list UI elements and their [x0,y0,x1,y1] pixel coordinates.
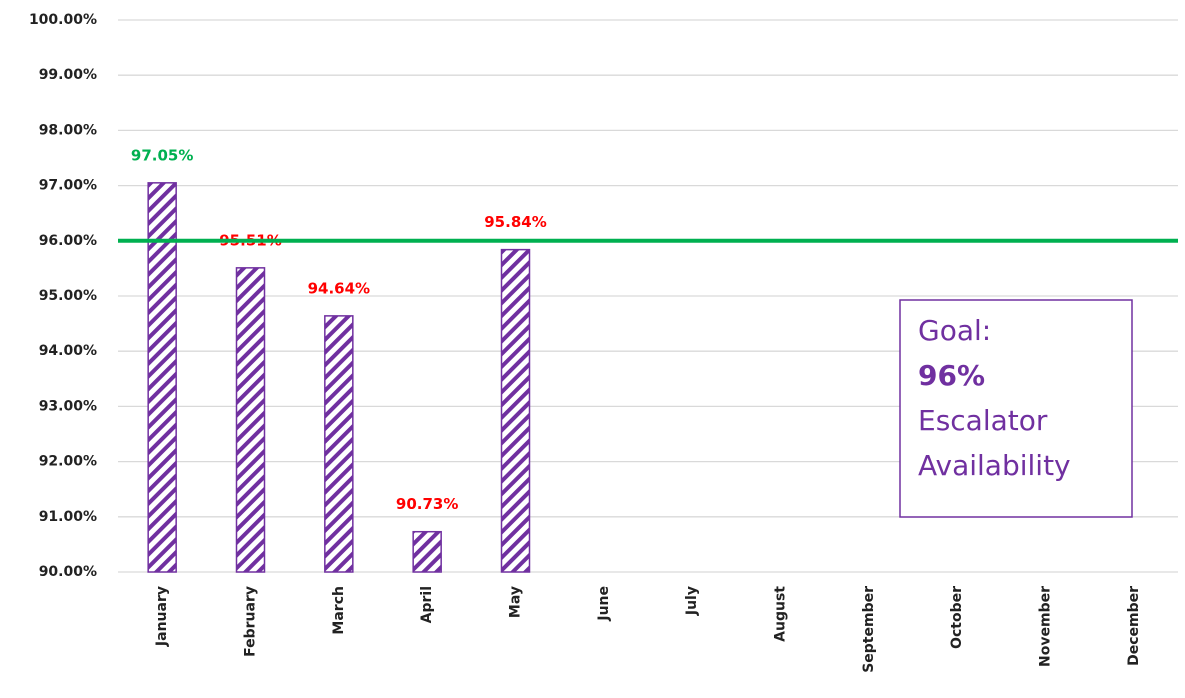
annotation-line: 96% [918,359,985,392]
annotation-line: Availability [918,449,1071,482]
x-tick-label: October [949,586,965,649]
value-label: 94.64% [308,279,370,297]
x-tick-label: December [1126,586,1142,666]
x-tick-label: July [684,586,700,616]
annotation-line: Escalator [918,404,1048,437]
bar [412,530,442,573]
bar [147,182,177,573]
annotation-box [899,299,1133,518]
y-tick-label: 90.00% [39,564,97,580]
x-tick-label: August [773,586,789,642]
x-tick-label: January [154,586,170,647]
x-tick-label: May [508,586,524,618]
annotation-line: Goal: [918,314,991,347]
y-tick-label: 99.00% [39,67,97,83]
value-label: 95.84% [484,213,546,231]
bar [500,248,531,573]
y-tick-label: 93.00% [39,398,97,414]
y-tick-label: 97.00% [39,178,97,194]
value-label: 97.05% [131,146,193,164]
value-label: 90.73% [396,495,458,513]
x-tick-label: April [419,586,435,623]
x-tick-label: March [331,586,347,635]
y-tick-label: 94.00% [39,343,97,359]
y-tick-label: 100.00% [29,12,97,28]
bar [324,315,354,573]
bar [235,267,266,573]
x-tick-label: September [861,586,877,673]
y-tick-label: 91.00% [39,509,97,525]
x-tick-label: June [596,586,612,622]
x-tick-label: February [243,586,259,657]
y-tick-label: 95.00% [39,288,97,304]
y-tick-label: 98.00% [39,122,97,138]
x-tick-label: November [1038,586,1054,667]
y-tick-label: 92.00% [39,454,97,470]
y-tick-label: 96.00% [39,233,97,249]
